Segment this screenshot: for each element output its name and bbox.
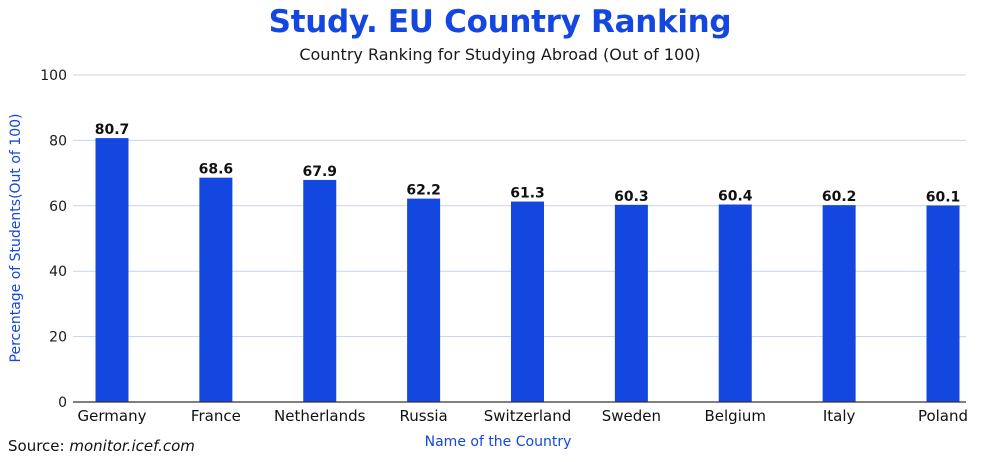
bar-value-label: 68.6 [199,162,234,178]
bar-value-label: 67.9 [302,164,337,180]
bar [926,205,960,402]
bar [614,204,648,402]
x-category-label: Sweden [602,407,661,425]
bar-value-label: 61.3 [510,186,545,202]
value-labels: 80.7 68.6 67.9 62.2 61.3 60.3 60.4 60.2 60.1 [95,122,961,205]
bar-value-label: 60.1 [926,189,961,205]
x-category-label: Switzerland [484,407,572,425]
bar [95,138,129,402]
x-category-label: Poland [918,407,968,425]
chart-title: Study. EU Country Ranking [268,4,732,40]
bar-value-label: 60.2 [822,189,857,205]
y-axis-ticks: 0 20 40 60 80 100 [40,68,67,411]
bar [199,177,233,402]
y-axis-title: Percentage of Students(Out of 100) [8,114,24,363]
x-category-label: Russia [400,407,448,425]
source-label: Source: [8,437,65,455]
y-tick-label: 80 [49,133,67,149]
bars [95,138,960,402]
x-category-label: Netherlands [274,407,366,425]
y-tick-label: 60 [49,199,67,215]
y-tick-label: 40 [49,264,67,280]
bar [822,205,856,402]
x-category-label: Italy [823,407,856,425]
bar-value-label: 80.7 [95,122,130,138]
y-tick-label: 20 [49,330,67,346]
source-url: monitor.icef.com [69,437,195,455]
bar [407,198,441,402]
bar [718,204,752,402]
bar [511,201,544,402]
y-tick-label: 0 [58,395,67,411]
x-axis-categories: Germany France Netherlands Russia Switzerlan… [78,407,969,425]
x-category-label: Belgium [705,407,767,425]
bar-value-label: 60.3 [614,189,649,205]
chart-subtitle: Country Ranking for Studying Abroad (Out… [299,45,701,64]
bar [303,179,337,402]
x-category-label: Germany [78,407,147,425]
x-category-label: France [191,407,241,425]
bar-value-label: 62.2 [406,183,441,199]
bar-value-label: 60.4 [718,188,753,204]
source-note: Source: monitor.icef.com [8,437,195,455]
x-axis-title: Name of the Country [425,434,572,450]
y-tick-label: 100 [40,68,67,84]
